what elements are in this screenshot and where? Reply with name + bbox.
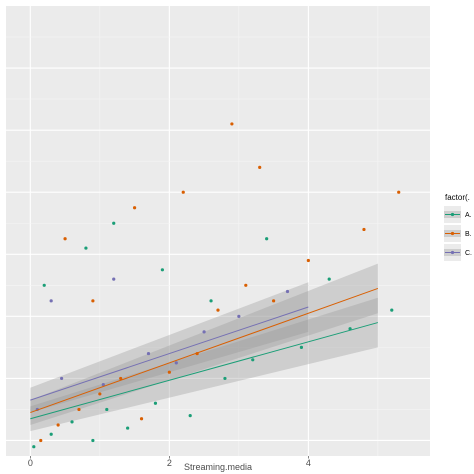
data-point-c xyxy=(101,383,105,387)
data-point-a xyxy=(49,432,53,436)
trend-line-a xyxy=(30,322,379,420)
data-point-a xyxy=(299,345,304,349)
data-point-c xyxy=(174,361,178,365)
data-point-a xyxy=(223,376,227,381)
data-point-a xyxy=(209,299,213,303)
data-point-b xyxy=(91,299,95,303)
legend-label: C. xyxy=(465,250,472,257)
data-point-b xyxy=(362,227,366,232)
x-axis-title: Streaming.media xyxy=(184,462,252,472)
data-points xyxy=(32,122,401,449)
data-point-b xyxy=(39,438,43,443)
data-point-c xyxy=(112,277,116,281)
data-point-a xyxy=(188,414,192,418)
data-point-b xyxy=(181,190,185,194)
data-point-a xyxy=(327,277,331,281)
data-point-a xyxy=(251,358,255,362)
data-point-a xyxy=(42,283,46,287)
data-point-a xyxy=(32,445,36,449)
data-point-a xyxy=(153,401,158,405)
data-point-b xyxy=(230,122,234,126)
data-point-a xyxy=(126,426,130,430)
data-point-b xyxy=(98,392,102,396)
trend-line-c xyxy=(30,306,309,401)
legend-key-point xyxy=(450,231,455,236)
legend-label: A. xyxy=(465,212,472,219)
legend-key-point xyxy=(450,212,455,217)
plot-panel xyxy=(6,6,430,456)
x-tick-label: 0 xyxy=(28,458,33,468)
data-point-b xyxy=(306,258,310,263)
legend: factor(. A. B. C. xyxy=(444,193,472,261)
x-tick-label: 4 xyxy=(306,458,311,468)
data-point-c xyxy=(146,351,151,356)
data-point-b xyxy=(258,165,262,169)
data-point-b xyxy=(63,237,67,241)
data-point-b xyxy=(119,376,123,381)
trend-lines xyxy=(30,287,379,420)
confidence-band-b xyxy=(30,263,378,425)
data-point-b xyxy=(139,417,144,421)
legend-key-point xyxy=(450,250,455,255)
data-point-b xyxy=(397,190,401,194)
data-point-a xyxy=(105,407,109,412)
data-point-b xyxy=(56,423,60,427)
data-point-b xyxy=(77,407,81,412)
grid-lines xyxy=(6,6,430,456)
legend-title: factor(. xyxy=(445,193,470,202)
data-point-c xyxy=(202,330,206,334)
data-point-b xyxy=(272,299,276,303)
x-tick-label: 2 xyxy=(167,458,172,468)
x-axis-ticks: 0 2 4 xyxy=(28,456,311,468)
data-point-b xyxy=(216,308,220,312)
data-point-a xyxy=(390,308,394,312)
data-point-a xyxy=(70,420,74,424)
data-point-b xyxy=(167,370,171,374)
data-point-a xyxy=(160,268,164,272)
data-point-b xyxy=(244,283,248,287)
data-point-c xyxy=(237,314,241,318)
data-point-a xyxy=(84,246,88,250)
data-point-b xyxy=(132,206,137,210)
data-point-c xyxy=(285,289,290,294)
confidence-band-a xyxy=(30,297,378,432)
data-point-a xyxy=(265,237,269,241)
data-point-c xyxy=(60,376,64,381)
data-point-c xyxy=(49,299,53,303)
trend-line-b xyxy=(30,287,379,414)
data-point-a xyxy=(112,221,116,225)
data-point-a xyxy=(91,438,95,443)
legend-label: B. xyxy=(465,231,472,238)
